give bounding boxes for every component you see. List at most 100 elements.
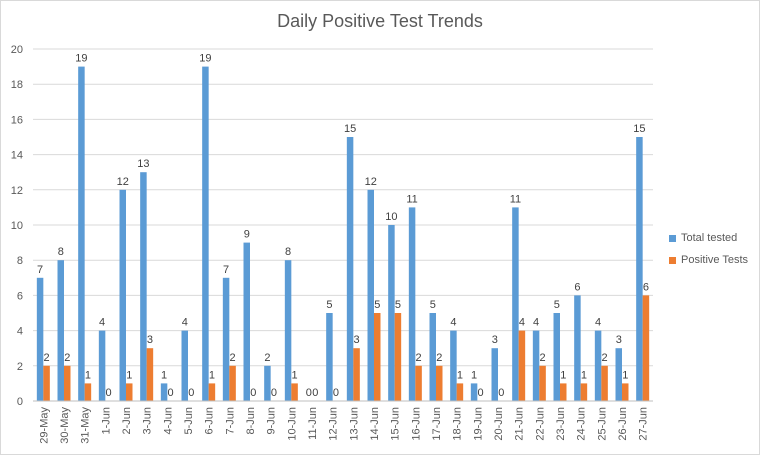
data-label: 2 — [64, 352, 70, 364]
y-tick-label: 20 — [11, 44, 23, 56]
bar-total-tested — [408, 207, 416, 401]
x-tick-label: 24-Jun — [576, 407, 588, 441]
bar-total-tested — [98, 330, 106, 401]
x-tick-label: 15-Jun — [390, 407, 402, 441]
legend-swatch-positive-tests — [669, 256, 676, 264]
data-label: 13 — [137, 158, 149, 170]
data-label: 1 — [209, 369, 215, 381]
data-label: 1 — [560, 369, 566, 381]
data-label: 0 — [312, 387, 318, 399]
data-label: 8 — [58, 246, 64, 258]
data-label: 5 — [395, 299, 401, 311]
data-label: 3 — [354, 334, 360, 346]
y-tick-label: 4 — [17, 326, 23, 338]
bar-positive-tests — [560, 383, 567, 401]
bar-positive-tests — [394, 313, 402, 401]
x-tick-label: 14-Jun — [369, 407, 381, 441]
bar-positive-tests — [601, 365, 608, 401]
bar-total-tested — [470, 383, 478, 401]
data-label: 9 — [244, 229, 250, 241]
bar-total-tested — [119, 189, 126, 401]
x-tick-label: 26-Jun — [617, 407, 629, 441]
data-label: 7 — [223, 264, 229, 276]
bar-positive-tests — [456, 383, 464, 401]
data-label: 2 — [264, 352, 270, 364]
bar-total-tested — [346, 137, 354, 401]
bar-total-tested — [284, 260, 292, 401]
x-tick-label: 16-Jun — [410, 407, 422, 441]
data-label: 3 — [492, 334, 498, 346]
data-label: 2 — [44, 352, 50, 364]
x-tick-label: 21-Jun — [514, 407, 526, 441]
bar-positive-tests — [518, 330, 526, 401]
bar-total-tested — [36, 277, 44, 401]
data-label: 0 — [271, 387, 277, 399]
data-label: 6 — [643, 281, 649, 293]
bar-positive-tests — [580, 383, 588, 401]
data-label: 4 — [533, 317, 539, 329]
data-label: 2 — [540, 352, 546, 364]
bar-total-tested — [594, 330, 602, 401]
x-tick-label: 10-Jun — [286, 407, 298, 441]
y-tick-label: 18 — [11, 79, 23, 91]
legend-label-total-tested: Total tested — [681, 232, 738, 244]
x-tick-label: 9-Jun — [266, 407, 278, 435]
data-label: 12 — [365, 176, 377, 188]
data-label: 3 — [616, 334, 622, 346]
bar-positive-tests — [84, 383, 92, 401]
bar-total-tested — [264, 365, 271, 401]
bar-total-tested — [367, 189, 374, 401]
data-label: 15 — [633, 123, 645, 135]
x-tick-label: 30-May — [59, 407, 71, 444]
x-tick-label: 12-Jun — [328, 407, 340, 441]
legend-label-positive-tests: Positive Tests — [681, 254, 749, 266]
data-label: 1 — [292, 369, 298, 381]
legend-item-total-tested: Total tested — [669, 227, 748, 249]
bar-total-tested — [160, 383, 168, 401]
legend: Total tested Positive Tests — [669, 227, 748, 271]
data-label: 1 — [85, 369, 91, 381]
data-label: 5 — [326, 299, 332, 311]
x-tick-label: 7-Jun — [224, 407, 236, 435]
data-label: 8 — [285, 246, 291, 258]
bar-total-tested — [181, 330, 188, 401]
bar-positive-tests — [229, 365, 236, 401]
data-label: 3 — [147, 334, 153, 346]
chart-title: Daily Positive Test Trends — [277, 11, 483, 31]
y-tick-label: 0 — [17, 396, 23, 408]
data-label: 11 — [510, 193, 521, 205]
data-label: 4 — [519, 317, 525, 329]
y-tick-label: 8 — [17, 255, 23, 267]
x-tick-label: 19-Jun — [472, 407, 484, 441]
data-label: 6 — [574, 281, 580, 293]
bar-total-tested — [615, 348, 622, 401]
data-label: 15 — [344, 123, 356, 135]
bar-positive-tests — [146, 348, 154, 401]
bar-positive-tests — [539, 365, 546, 401]
x-tick-label: 25-Jun — [596, 407, 608, 441]
y-tick-label: 14 — [11, 150, 23, 162]
x-tick-label: 8-Jun — [245, 407, 257, 435]
x-tick-label: 17-Jun — [431, 407, 443, 441]
bar-total-tested — [636, 137, 643, 401]
bar-total-tested — [140, 172, 147, 401]
x-tick-label: 22-Jun — [534, 407, 546, 441]
x-tick-label: 20-Jun — [493, 407, 505, 441]
bar-positive-tests — [622, 383, 629, 401]
bar-total-tested — [388, 225, 395, 401]
bar-positive-tests — [436, 365, 443, 401]
bar-positive-tests — [126, 383, 133, 401]
data-label: 2 — [436, 352, 442, 364]
x-tick-label: 11-Jun — [307, 407, 319, 440]
data-label: 1 — [161, 369, 167, 381]
data-label: 0 — [333, 387, 339, 399]
data-label: 0 — [168, 387, 174, 399]
x-tick-label: 6-Jun — [204, 407, 216, 435]
legend-item-positive-tests: Positive Tests — [669, 249, 748, 271]
bar-total-tested — [202, 66, 209, 401]
data-label: 0 — [478, 387, 484, 399]
y-tick-label: 2 — [17, 361, 23, 373]
bar-positive-tests — [415, 365, 422, 401]
bar-total-tested — [553, 313, 560, 401]
